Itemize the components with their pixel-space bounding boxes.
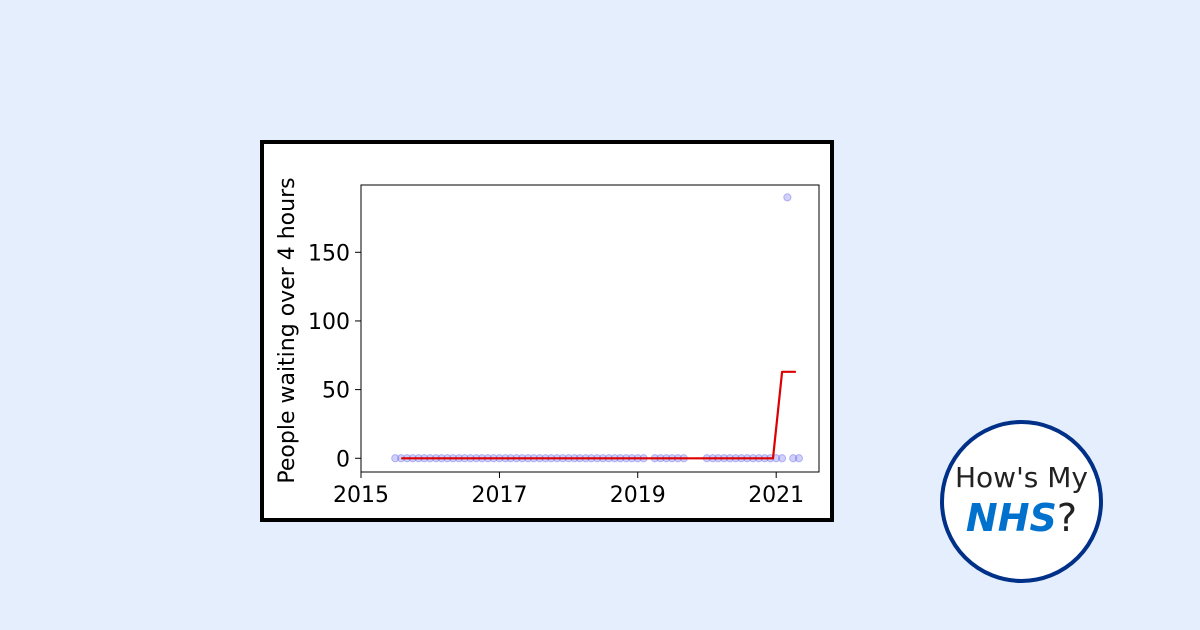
trend-line <box>401 370 796 460</box>
logo-text-line2: NHS? <box>965 496 1078 540</box>
plot-area-frame <box>360 184 820 473</box>
data-point <box>794 454 804 463</box>
logo-question-mark: ? <box>1056 496 1078 540</box>
wait-times-chart: 0 50 100 150 2015 2017 2019 2021 People waiting … <box>275 177 820 508</box>
logo-text-line1: How's My <box>955 461 1088 495</box>
y-tick-label: 50 <box>322 379 350 404</box>
data-point <box>783 193 792 202</box>
x-tick-label: 2021 <box>748 483 804 508</box>
y-axis-label: People waiting over 4 hours <box>275 177 300 483</box>
data-point <box>391 454 400 463</box>
hows-my-nhs-logo[interactable]: How's My NHS? <box>940 420 1103 583</box>
data-point <box>777 454 787 463</box>
data-point <box>789 454 798 463</box>
y-tick-label: 100 <box>308 310 350 335</box>
y-tick-label: 0 <box>336 447 350 472</box>
chart-card: 0 50 100 150 2015 2017 2019 2021 People waiting … <box>260 140 834 522</box>
y-tick-label: 150 <box>308 241 350 266</box>
x-tick-label: 2019 <box>610 483 666 508</box>
x-tick-label: 2015 <box>333 483 389 508</box>
x-tick-label: 2017 <box>471 483 527 508</box>
logo-nhs-text: NHS <box>965 496 1057 540</box>
